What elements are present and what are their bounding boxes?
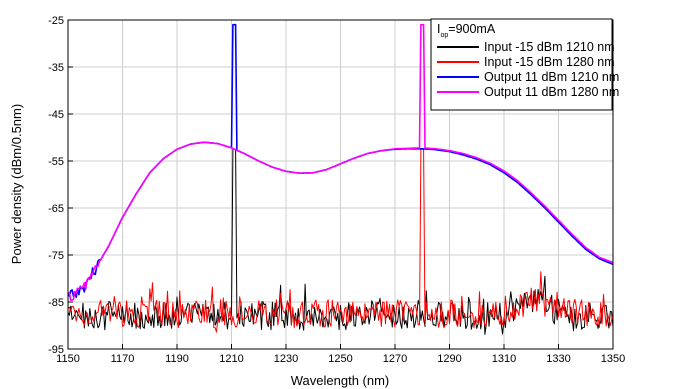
legend-label: Output 11 dBm 1280 nm xyxy=(484,85,619,99)
x-tick-label: 1330 xyxy=(546,353,570,365)
x-tick-label: 1250 xyxy=(328,353,352,365)
x-tick-label: 1270 xyxy=(383,353,407,365)
y-tick-label: -65 xyxy=(48,203,64,215)
y-tick-label: -85 xyxy=(48,297,64,309)
x-axis-title: Wavelength (nm) xyxy=(291,373,390,388)
series-layer xyxy=(68,23,613,335)
x-tick-label: 1290 xyxy=(437,353,461,365)
ticks xyxy=(67,19,614,350)
legend-label: Input -15 dBm 1280 nm xyxy=(484,55,615,69)
legend-header-subscript: op xyxy=(440,32,448,39)
x-tick-label: 1350 xyxy=(601,353,625,365)
y-axis-title: Power density (dBm/0.5nm) xyxy=(9,104,24,264)
tick-labels: 1150 1170 1190 1210 1230 1250 1270 1290 1310 1330… xyxy=(48,15,625,365)
y-tick-label: -35 xyxy=(48,62,64,74)
y-tick-label: -25 xyxy=(48,15,64,27)
x-tick-label: 1170 xyxy=(111,353,135,365)
y-tick-label: -75 xyxy=(48,250,64,262)
series-line xyxy=(68,23,613,301)
x-tick-label: 1190 xyxy=(165,353,189,365)
x-tick-label: 1230 xyxy=(274,353,298,365)
y-tick-label: -95 xyxy=(48,344,64,356)
y-tick-label: -55 xyxy=(48,156,64,168)
x-tick-label: 1210 xyxy=(219,353,243,365)
legend-label: Input -15 dBm 1210 nm xyxy=(484,40,615,54)
legend-header: Iop=900mA xyxy=(437,22,496,39)
legend-header-main: I xyxy=(437,22,440,36)
legend-header-rest: =900mA xyxy=(448,22,496,36)
series-line xyxy=(68,148,613,333)
x-tick-label: 1310 xyxy=(492,353,516,365)
y-tick-label: -45 xyxy=(48,109,64,121)
x-tick-label: 1150 xyxy=(56,353,80,365)
legend-label: Output 11 dBm 1210 nm xyxy=(484,70,619,84)
legend-box xyxy=(430,18,613,111)
